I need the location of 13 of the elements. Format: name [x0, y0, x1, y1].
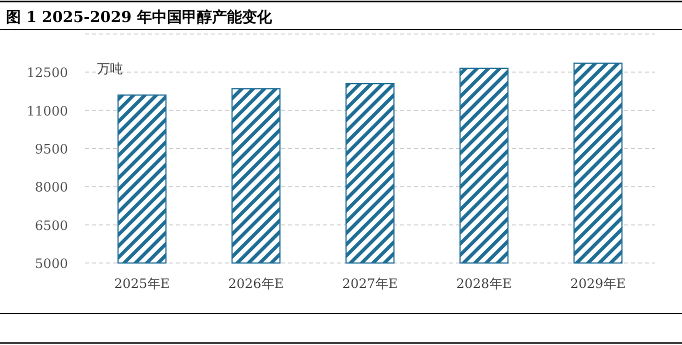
- y-axis-title: 万吨: [97, 62, 123, 77]
- chart-title: 图 1 2025-2029 年中国甲醇产能变化: [6, 8, 273, 26]
- x-tick-label: 2027年E: [342, 277, 398, 292]
- x-tick-label: 2025年E: [114, 277, 170, 292]
- y-tick-label: 8000: [34, 180, 68, 196]
- y-tick-label: 6500: [34, 218, 68, 234]
- x-tick-label: 2028年E: [456, 277, 512, 292]
- y-tick-label: 12500: [26, 66, 68, 82]
- x-tick-label: 2026年E: [228, 277, 284, 292]
- y-tick-label: 9500: [34, 142, 68, 158]
- y-tick-label: 5000: [34, 257, 68, 272]
- y-tick-label: 11000: [26, 104, 68, 120]
- x-tick-label: 2029年E: [570, 277, 626, 292]
